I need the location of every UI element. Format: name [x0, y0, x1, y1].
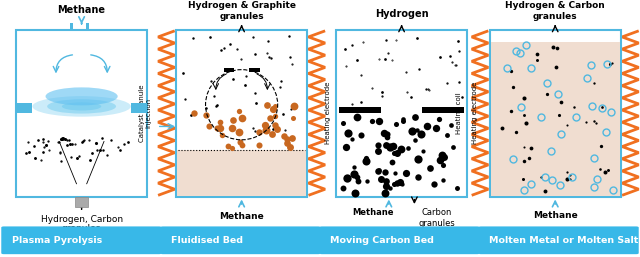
FancyBboxPatch shape [160, 226, 321, 254]
Bar [70, 23, 73, 30]
Bar [339, 107, 381, 113]
Text: Methane: Methane [58, 5, 106, 15]
FancyBboxPatch shape [319, 226, 480, 254]
Bar [16, 103, 32, 113]
Ellipse shape [33, 96, 131, 117]
Text: Hydrogen: Hydrogen [375, 9, 428, 19]
Text: Carbon
granules: Carbon granules [419, 208, 455, 227]
Bar [336, 30, 467, 197]
Text: Heating coil: Heating coil [456, 92, 462, 134]
Bar [76, 197, 88, 207]
Text: Plasma Pyrolysis: Plasma Pyrolysis [12, 236, 102, 245]
Text: Hydrogen & Carbon
granules: Hydrogen & Carbon granules [506, 1, 605, 21]
Text: Moving Carbon Bed: Moving Carbon Bed [330, 236, 433, 245]
Bar [250, 68, 260, 72]
Text: Hydrogen & Graphite
granules: Hydrogen & Graphite granules [188, 1, 296, 21]
Bar [490, 30, 621, 197]
FancyBboxPatch shape [1, 226, 161, 254]
Text: Hydrogen, Carbon: Hydrogen, Carbon [40, 215, 123, 224]
Bar [16, 30, 147, 197]
Ellipse shape [45, 87, 118, 105]
Text: Heating electrode: Heating electrode [472, 82, 478, 144]
Text: Catalyst granule
injection: Catalyst granule injection [139, 84, 152, 142]
Text: Heating electrode: Heating electrode [325, 82, 331, 144]
Bar [491, 42, 620, 196]
Text: Molten Metal or Molten Salt: Molten Metal or Molten Salt [489, 236, 638, 245]
Bar [422, 107, 464, 113]
Bar [176, 30, 307, 197]
Text: granules: granules [62, 224, 101, 233]
Bar [177, 150, 306, 196]
Bar [86, 23, 89, 30]
Ellipse shape [62, 102, 101, 111]
Text: Methane: Methane [220, 212, 264, 221]
FancyBboxPatch shape [479, 226, 639, 254]
Bar [131, 103, 147, 113]
Ellipse shape [47, 99, 116, 114]
Text: Methane: Methane [352, 208, 394, 217]
Text: Fluidised Bed: Fluidised Bed [170, 236, 243, 245]
Text: Methane: Methane [533, 211, 577, 220]
Bar [224, 68, 234, 72]
